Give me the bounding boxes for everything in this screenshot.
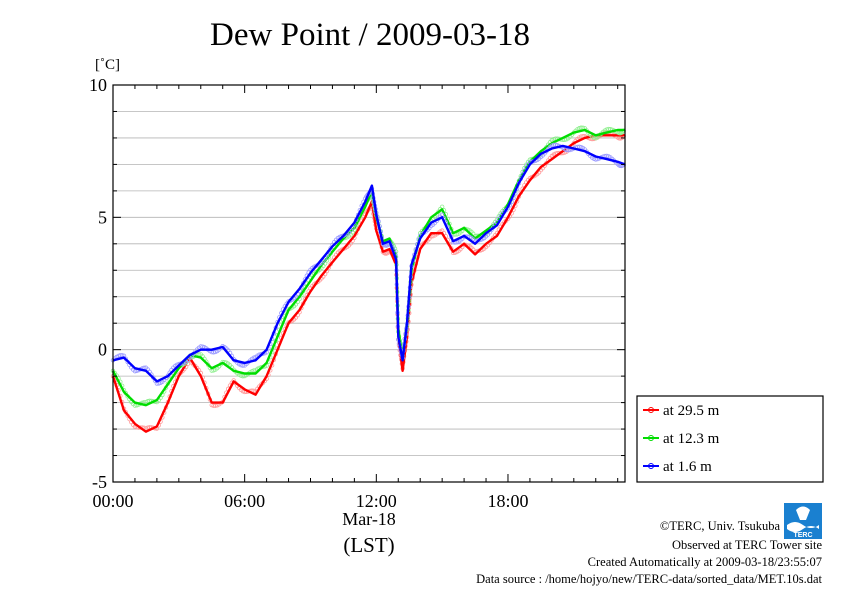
created-text: Created Automatically at 2009-03-18/23:5… [588, 555, 822, 569]
data-sample [240, 363, 246, 368]
y-tick-label: 0 [98, 340, 107, 360]
y-axis-unit: [˚C] [95, 57, 120, 73]
data-sample [213, 403, 218, 408]
y-tick-label: -5 [92, 472, 107, 492]
legend-label: at 1.6 m [663, 459, 712, 475]
plot-frame [112, 84, 626, 483]
x-axis-label: (LST) [343, 533, 394, 557]
legend: at 29.5 m at 12.3 m at 1.6 m [636, 395, 824, 483]
series-line [112, 144, 626, 383]
series-at-12-3-m [110, 125, 626, 408]
wave-icon [787, 522, 819, 532]
terc-logo: TERC [784, 503, 822, 539]
grid-lines [113, 111, 625, 456]
legend-label: at 29.5 m [663, 403, 720, 419]
data-sample [211, 350, 216, 355]
axis-ticks: 10 5 0 -500:00 06:00 12:00 18:00 [89, 75, 625, 511]
legend-item: at 12.3 m [643, 431, 720, 447]
legend-item: at 29.5 m [643, 403, 720, 419]
y-tick-label: 5 [98, 207, 107, 227]
observed-text: Observed at TERC Tower site [672, 538, 822, 552]
data-sample [577, 144, 582, 149]
legend-marker [648, 463, 654, 469]
source-text: Data source : /home/hojyo/new/TERC-data/… [476, 572, 822, 586]
legend-box [636, 395, 824, 483]
series-layer [110, 125, 626, 433]
legend-marker [648, 407, 654, 413]
legend-label: at 12.3 m [663, 431, 720, 447]
x-tick-label: 00:00 [92, 491, 133, 511]
legend-marker [648, 435, 654, 441]
y-tick-label: 10 [89, 75, 107, 95]
series-at-29-5-m [110, 129, 626, 433]
logo-text: TERC [793, 532, 812, 539]
date-label: Mar-18 [342, 509, 396, 529]
tower-icon [796, 506, 810, 520]
data-sample [604, 153, 609, 159]
copyright-text: ©TERC, Univ. Tsukuba [660, 519, 781, 533]
series-line [111, 134, 625, 433]
x-tick-label: 12:00 [356, 491, 397, 511]
chart-title: Dew Point / 2009-03-18 [210, 17, 530, 53]
series-at-1-6-m [110, 142, 626, 386]
x-tick-label: 18:00 [487, 491, 528, 511]
legend-item: at 1.6 m [643, 459, 712, 475]
x-tick-label: 06:00 [224, 491, 265, 511]
data-sample [205, 362, 211, 367]
